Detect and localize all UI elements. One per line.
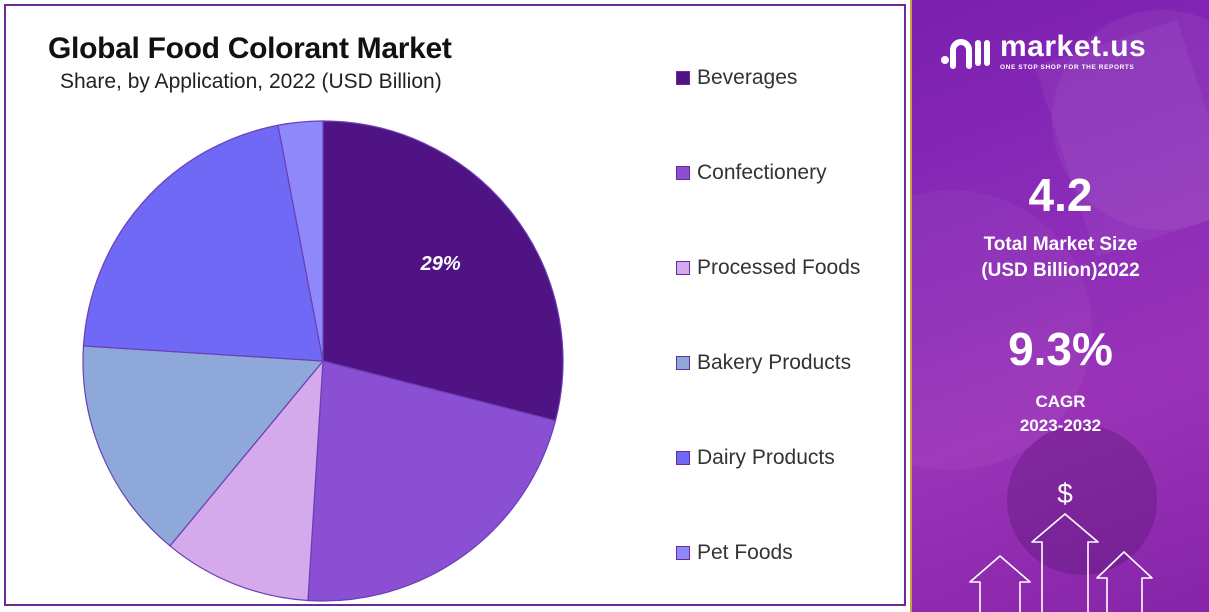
pie-slice-beverages xyxy=(322,120,564,422)
chart-panel: 29% Global Food Colorant Market Share, b… xyxy=(4,4,906,606)
legend-swatch xyxy=(676,166,690,180)
background-pattern xyxy=(912,10,1209,575)
market-size-label-line2: (USD Billion)2022 xyxy=(981,260,1140,281)
brand-name: market.us xyxy=(1000,30,1147,63)
legend-item-confectionery: Confectionery xyxy=(676,159,906,187)
pie-slice-processed-foods xyxy=(169,359,324,602)
dollar-sign-icon: $ xyxy=(1057,478,1073,509)
pie-slice-dairy-products xyxy=(82,124,324,362)
growth-arrows-icon: $ xyxy=(969,478,1153,612)
cagr-label-line2: 2023-2032 xyxy=(1019,416,1102,435)
pie-slice-pet-foods xyxy=(277,120,324,362)
legend-swatch xyxy=(676,356,690,370)
legend-item-bakery-products: Bakery Products xyxy=(676,349,906,377)
data-label-beverages: 29% xyxy=(420,253,461,275)
brand-logo: market.us ONE STOP SHOP FOR THE REPORTS xyxy=(940,32,1146,71)
legend-item-processed-foods: Processed Foods xyxy=(676,254,906,282)
chart-title: Global Food Colorant Market xyxy=(48,32,452,65)
market-size-value: 4.2 xyxy=(1028,169,1093,221)
market-size-label: Total Market Size (USD Billion)2022 xyxy=(912,232,1209,284)
market-size-label-line1: Total Market Size xyxy=(983,234,1138,255)
brand-tagline: ONE STOP SHOP FOR THE REPORTS xyxy=(1000,64,1135,71)
legend-swatch xyxy=(676,546,690,560)
legend-swatch xyxy=(676,71,690,85)
legend-label: Dairy Products xyxy=(697,446,835,469)
pie-slice-confectionery xyxy=(307,360,557,602)
legend-item-beverages: Beverages xyxy=(676,64,906,92)
cagr-value: 9.3% xyxy=(1008,323,1113,375)
legend-label: Processed Foods xyxy=(697,256,861,279)
cagr-label: CAGR 2023-2032 xyxy=(912,390,1209,438)
legend-label: Bakery Products xyxy=(697,351,852,374)
market-us-logo-icon xyxy=(941,38,990,69)
legend-label: Beverages xyxy=(697,66,798,89)
chart-subtitle: Share, by Application, 2022 (USD Billion… xyxy=(60,70,442,93)
pie-slice-bakery-products xyxy=(82,345,325,547)
legend-label: Pet Foods xyxy=(697,541,793,564)
info-panel: market.us ONE STOP SHOP FOR THE REPORTS … xyxy=(910,0,1209,612)
cagr-label-line1: CAGR xyxy=(1035,392,1086,411)
legend-swatch xyxy=(676,261,690,275)
legend-item-dairy-products: Dairy Products xyxy=(676,444,906,472)
pie-chart: 29% xyxy=(82,120,564,602)
legend-swatch xyxy=(676,451,690,465)
legend-label: Confectionery xyxy=(697,161,827,184)
legend-item-pet-foods: Pet Foods xyxy=(676,539,906,567)
